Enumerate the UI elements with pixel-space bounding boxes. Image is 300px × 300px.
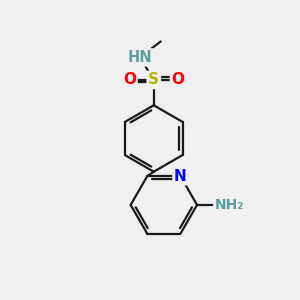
Text: O: O bbox=[123, 72, 136, 87]
Text: NH₂: NH₂ bbox=[215, 198, 244, 212]
Text: N: N bbox=[174, 169, 187, 184]
Text: O: O bbox=[172, 72, 184, 87]
Text: HN: HN bbox=[128, 50, 152, 65]
Text: S: S bbox=[148, 72, 159, 87]
